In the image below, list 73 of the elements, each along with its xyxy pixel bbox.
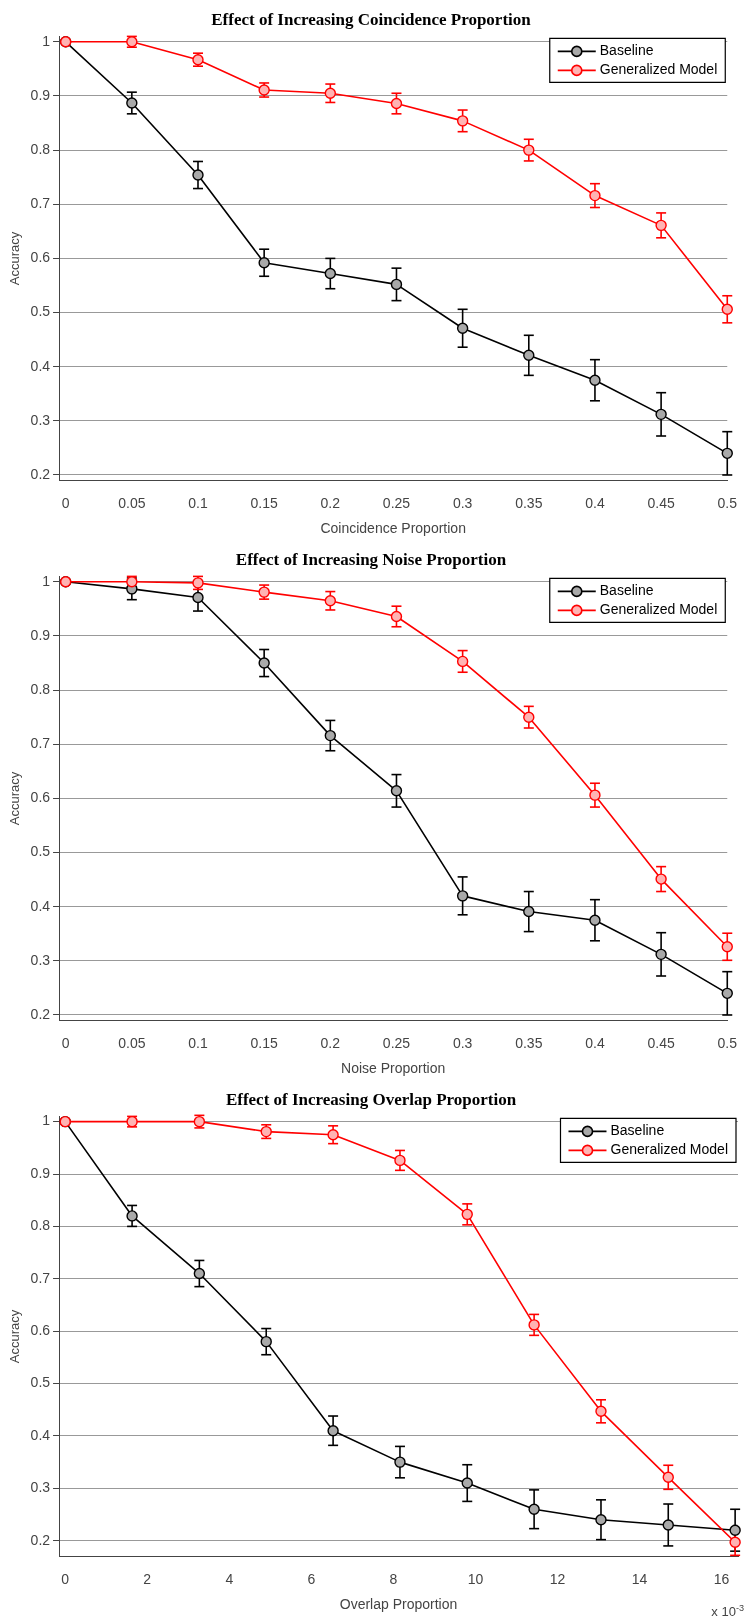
y-tick-label: 0.9 — [30, 1164, 51, 1181]
x-tick-label: 8 — [389, 1570, 398, 1587]
y-tick-label: 0.6 — [30, 249, 51, 266]
y-tick-label: 0.7 — [30, 735, 51, 752]
y-tick-label: 0.6 — [30, 1322, 51, 1339]
chart-title: Effect of Increasing Overlap Proportion — [225, 1089, 517, 1109]
y-tick-label: 0.3 — [30, 1479, 51, 1496]
y-tick-label: 0.5 — [30, 843, 51, 860]
y-tick-label: 0.8 — [30, 1217, 51, 1234]
legend-label: Baseline — [599, 42, 654, 59]
x-tick-label: 0.45 — [647, 1034, 675, 1051]
x-tick-label: 0.15 — [250, 494, 278, 511]
y-axis-title: Accuracy — [7, 1309, 23, 1364]
x-tick-label: 10 — [467, 1570, 484, 1587]
x-tick-label: 0 — [61, 1034, 70, 1051]
chart-title: Effect of Increasing Coincidence Proportion — [211, 9, 532, 29]
legend-label: Generalized Model — [599, 61, 718, 78]
y-tick-label: 0.2 — [30, 465, 51, 482]
legend-label: Baseline — [599, 582, 654, 599]
y-tick-label: 0.5 — [30, 303, 51, 320]
x-tick-label: 0 — [61, 494, 70, 511]
x-tick-label: 4 — [225, 1570, 234, 1587]
x-tick-label: 16 — [713, 1570, 730, 1587]
x-tick-label: 0.2 — [320, 494, 341, 511]
x-axis-title: Noise Proportion — [341, 1060, 446, 1077]
x-tick-label: 0.15 — [250, 1034, 278, 1051]
x-tick-label: 0.05 — [118, 494, 146, 511]
x-tick-label: 0.5 — [717, 1034, 738, 1051]
x-tick-label: 0.05 — [118, 1034, 146, 1051]
x-tick-label: 0.1 — [188, 1034, 208, 1051]
y-tick-label: 0.9 — [30, 626, 51, 643]
x-axis-title: Overlap Proportion — [339, 1596, 458, 1613]
y-tick-label: 0.2 — [30, 1005, 51, 1022]
x-tick-label: 6 — [307, 1570, 316, 1587]
y-tick-label: 0.3 — [30, 951, 51, 968]
x-tick-label: 0.1 — [188, 494, 208, 511]
x-tick-label: 14 — [631, 1570, 648, 1587]
y-tick-label: 0.4 — [30, 357, 51, 374]
y-tick-label: 1 — [42, 572, 51, 589]
y-tick-label: 0.8 — [30, 680, 51, 697]
x-tick-label: 2 — [143, 1570, 152, 1587]
x-tick-label: 0.35 — [515, 494, 543, 511]
x-tick-label: 0.4 — [585, 1034, 605, 1051]
y-tick-label: 0.2 — [30, 1531, 51, 1548]
x-tick-label: 0.25 — [382, 1034, 411, 1051]
x-tick-label: 0.2 — [320, 1034, 341, 1051]
x-tick-label: 0.35 — [515, 1034, 543, 1051]
y-tick-label: 0.9 — [30, 86, 51, 103]
x-tick-label: 0.5 — [717, 494, 738, 511]
y-tick-label: 0.7 — [30, 1269, 51, 1286]
y-tick-label: 0.4 — [30, 1426, 51, 1443]
y-tick-label: 0.4 — [30, 897, 51, 914]
x-tick-label: 0.3 — [452, 1034, 473, 1051]
chart-title: Effect of Increasing Noise Proportion — [235, 549, 507, 569]
y-tick-label: 0.7 — [30, 195, 51, 212]
y-axis-title: Accuracy — [7, 771, 23, 826]
legend-label: Generalized Model — [610, 1141, 729, 1158]
x-tick-label: 0 — [61, 1570, 70, 1587]
y-tick-label: 0.6 — [30, 789, 51, 806]
x-tick-label: 0.45 — [647, 494, 675, 511]
y-tick-label: 0.8 — [30, 140, 51, 157]
y-tick-label: 0.5 — [30, 1374, 51, 1391]
y-tick-label: 1 — [42, 32, 51, 49]
x-tick-label: 0.4 — [585, 494, 605, 511]
y-tick-label: 0.3 — [30, 411, 51, 428]
y-axis-title: Accuracy — [7, 231, 23, 286]
x-tick-label: 12 — [549, 1570, 566, 1587]
legend-label: Baseline — [610, 1122, 665, 1139]
legend-label: Generalized Model — [599, 601, 718, 618]
y-tick-label: 1 — [42, 1112, 51, 1129]
x-axis-title: Coincidence Proportion — [320, 520, 466, 537]
x-tick-label: 0.25 — [382, 494, 411, 511]
x-tick-label: 0.3 — [452, 494, 473, 511]
